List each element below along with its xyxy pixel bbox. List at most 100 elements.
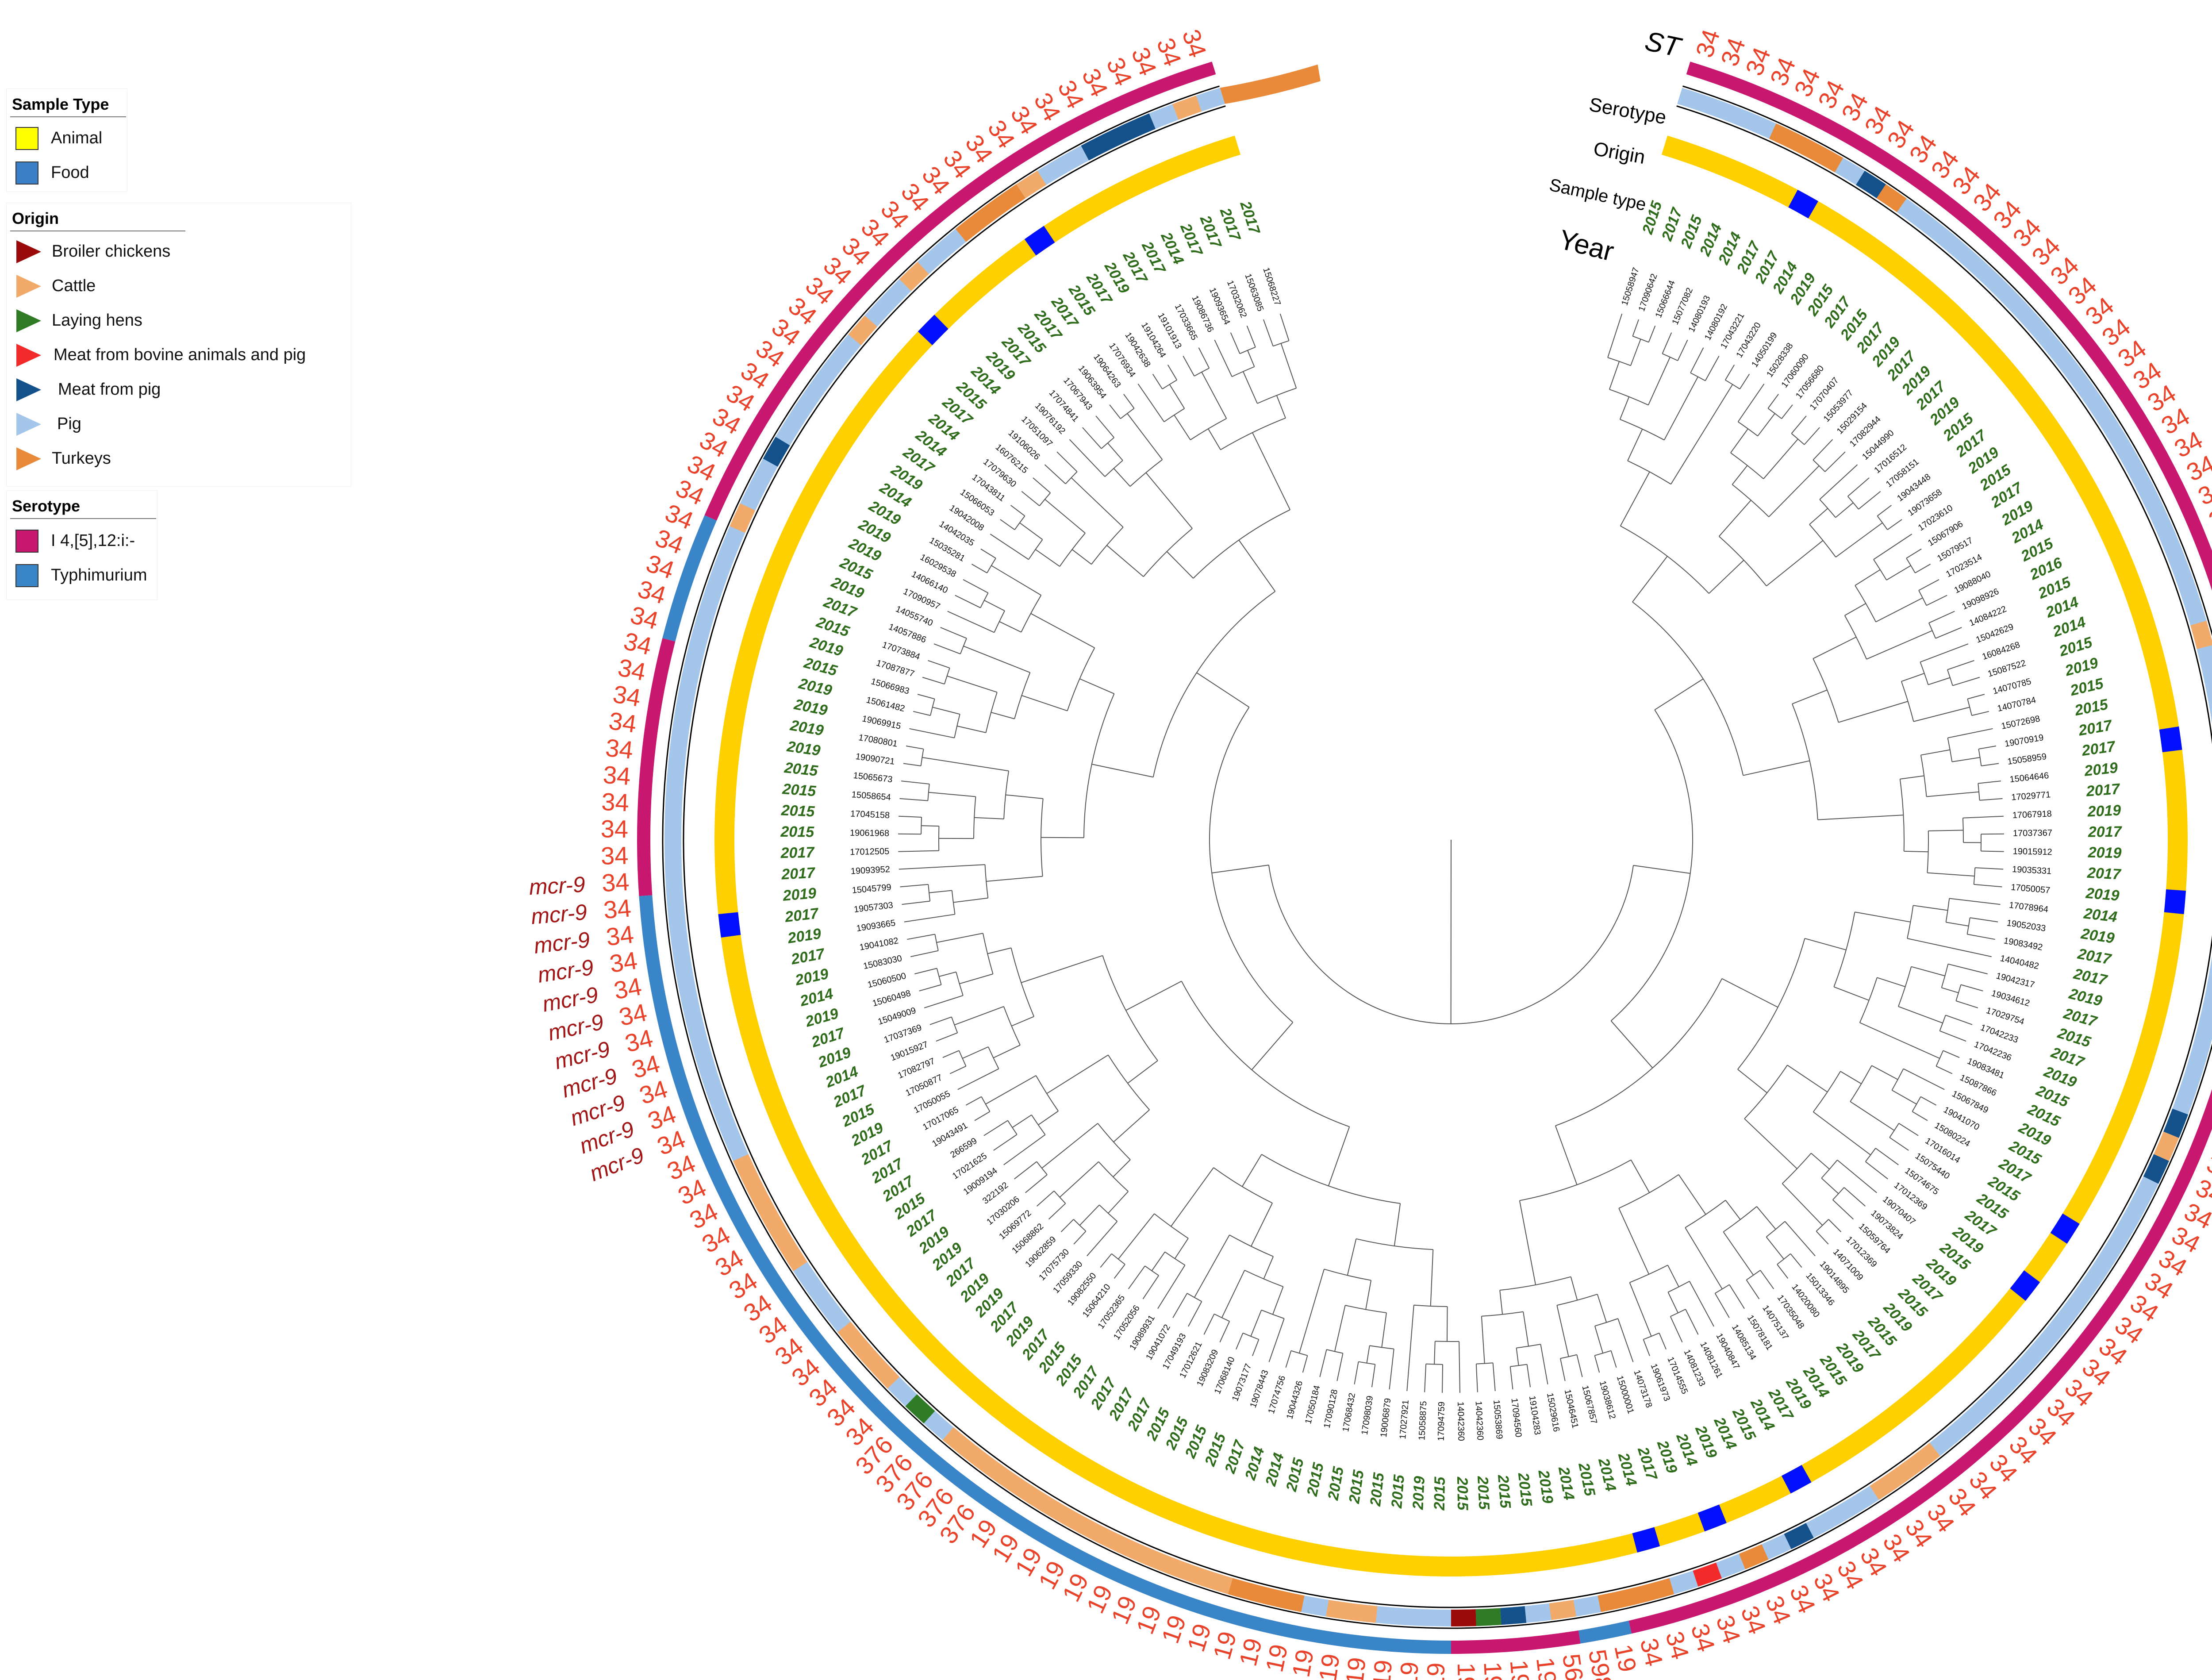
isolate-label: 17050184 [1303, 1384, 1322, 1425]
year-label: 2014 [1555, 1465, 1578, 1501]
tree-branch [1127, 413, 1163, 460]
tree-branch [1610, 1020, 1653, 1069]
tree-branch [1106, 545, 1144, 577]
year-label: 2019 [2087, 844, 2122, 862]
tree-branch [959, 973, 993, 984]
tree-branch [913, 711, 931, 716]
tree-branch [1768, 465, 1820, 517]
tree-branch [910, 950, 939, 957]
tree-branch [1739, 373, 1750, 389]
isolate-label: 15000001 [1615, 1374, 1636, 1415]
tree-branch [1123, 394, 1135, 409]
tree-branch [1844, 603, 1866, 616]
tree-branch [1113, 1159, 1131, 1177]
tree-branch [1627, 429, 1643, 461]
tree-branch [1183, 356, 1195, 377]
isolate-label: 17050057 [2011, 882, 2051, 895]
tree-branch [1850, 1101, 1895, 1131]
tree-branch [1981, 763, 1999, 767]
year-label: 2015 [1325, 1465, 1347, 1502]
isolate-label: 17045158 [850, 809, 890, 820]
tree-branch [1071, 477, 1124, 528]
tree-branch [983, 1120, 1008, 1136]
tree-arc [1476, 1362, 1493, 1365]
st-label: 34 [621, 627, 654, 661]
tree-branch [1394, 1203, 1401, 1246]
tree-arc [980, 592, 989, 608]
tree-branch [906, 746, 924, 750]
tree-branch [1128, 1265, 1145, 1289]
tree-branch [1875, 1148, 1899, 1165]
isolate-label: 15066644 [1654, 279, 1677, 319]
tree-arc [1632, 335, 1649, 343]
tree-branch [1021, 955, 1103, 983]
legend-label-pig: Pig [57, 415, 81, 433]
tree-branch [1082, 427, 1102, 449]
origin-segment [1228, 1578, 1305, 1612]
tree-branch [936, 933, 983, 943]
tree-branch [1166, 551, 1194, 579]
tree-branch [1744, 1118, 1797, 1169]
tree-branch [1365, 1280, 1372, 1310]
legend-label-broiler-chickens: Broiler chickens [52, 242, 171, 261]
tree-branch [1188, 1301, 1202, 1327]
tree-branch [1828, 1219, 1842, 1232]
tree-branch [1526, 1364, 1531, 1388]
isolate-label: 15045799 [852, 882, 892, 895]
origin-segment [733, 1154, 807, 1271]
tree-branch [1492, 1363, 1496, 1392]
tree-branch [1630, 339, 1641, 366]
year-label: 2015 [1304, 1461, 1327, 1498]
year-label: 2015 [780, 802, 815, 820]
legend-label-animal: Animal [51, 129, 103, 147]
tree-arc [1877, 515, 1888, 530]
legend-label-meat-bovine-pig: Meat from bovine animals and pig [54, 346, 306, 364]
tree-branch [1763, 438, 1798, 479]
year-label: 2017 [2077, 717, 2114, 739]
tree-branch [1887, 519, 1902, 531]
isolate-label: 17029754 [1985, 1006, 2025, 1027]
tree-branch [1095, 415, 1114, 438]
st-label: 34 [602, 761, 632, 790]
tree-branch [990, 534, 1029, 560]
serotype-legend: Serotype I 4,[5],12:i:- Typhimurium [6, 490, 157, 600]
tree-branch [1198, 347, 1210, 369]
tree-branch [1157, 1265, 1186, 1309]
tree-branch [1236, 1333, 1244, 1350]
tree-branch [1677, 339, 1688, 361]
tree-branch [1516, 1348, 1519, 1366]
st-label: 34 [616, 653, 649, 686]
typhimurium-swatch [15, 564, 38, 587]
tree-branch [1560, 1358, 1566, 1381]
tree-branch [1151, 1251, 1165, 1271]
legend-item-pig: Pig [11, 411, 347, 439]
sample-type-segment-food [918, 315, 949, 346]
isolate-label: 15063085 [1243, 273, 1265, 313]
tree-branch [1757, 413, 1775, 437]
tree-branch [974, 817, 1004, 819]
tree-branches [898, 313, 2004, 1393]
tree-branch [1970, 917, 1998, 923]
year-label: 2017 [780, 844, 815, 862]
tree-branch [1889, 1137, 1909, 1151]
isolate-label: 19090721 [855, 752, 895, 767]
tree-branch [1721, 978, 1778, 1008]
tree-branch [1481, 1316, 1485, 1364]
tree-branch [933, 643, 961, 654]
tree-branch [1424, 1364, 1427, 1392]
year-label: 2019 [786, 738, 822, 759]
tree-arc [1162, 379, 1177, 389]
isolate-label: 15046451 [1563, 1388, 1580, 1429]
mcr9-label: mcr-9 [536, 955, 595, 988]
tree-branch [1035, 549, 1060, 567]
st-label: 34 [607, 707, 638, 738]
isolate-label: 15060500 [867, 971, 907, 990]
tree-branch [1044, 464, 1066, 484]
year-label: 2017 [783, 905, 820, 926]
isolate-label: 17080801 [858, 733, 898, 749]
isolate-label: 14084222 [1968, 604, 2008, 628]
origin-segment [1784, 1522, 1814, 1549]
broiler-chickens-marker [16, 240, 41, 263]
tree-branch [1459, 1341, 1460, 1393]
tree-arc [1154, 1213, 1189, 1239]
